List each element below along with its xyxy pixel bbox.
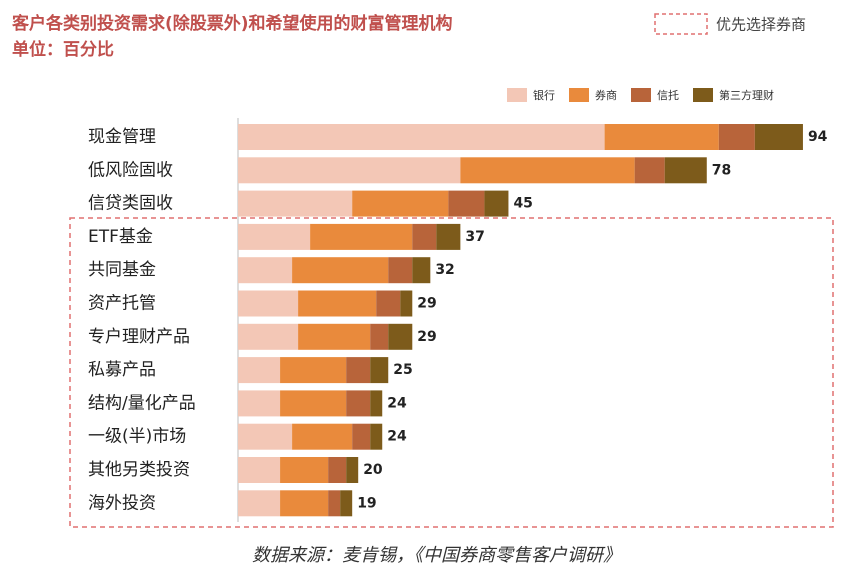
category-label: 低风险固收: [88, 160, 173, 180]
bar-segment: [292, 257, 389, 284]
bar-segment: [298, 323, 371, 350]
bar-segment: [346, 457, 359, 483]
bar-segment: [280, 490, 329, 517]
source-note: 数据来源：麦肯锡，《中国券商零售客户调研》: [252, 545, 621, 566]
bar-segment: [604, 124, 719, 150]
category-label: 私募产品: [88, 360, 156, 380]
category-label: 一级(半)市场: [88, 427, 186, 447]
bar-segment: [346, 357, 371, 384]
total-label: 37: [465, 229, 484, 245]
bar-segment: [436, 223, 461, 250]
total-label: 78: [712, 162, 731, 178]
bar-segment: [664, 157, 707, 184]
legend-label: 银行: [533, 88, 555, 102]
bar-segment: [346, 390, 371, 417]
legend-swatch: [631, 88, 651, 102]
bar-segment: [448, 190, 485, 217]
legend-swatch: [569, 88, 589, 102]
bar-segment: [238, 323, 299, 350]
bar-segment: [400, 290, 413, 317]
total-label: 24: [387, 395, 407, 411]
category-label: 其他另类投资: [88, 460, 190, 480]
total-label: 94: [808, 129, 828, 145]
category-label: 现金管理: [88, 127, 156, 147]
bar-segment: [238, 490, 281, 517]
bar-segment: [310, 223, 413, 250]
bar-segment: [634, 157, 665, 184]
bar-segment: [238, 157, 461, 184]
legend-swatch: [693, 88, 713, 102]
category-label: 海外投资: [88, 493, 156, 513]
chart-subtitle: 单位：百分比: [12, 39, 114, 60]
total-label: 29: [417, 329, 436, 345]
total-label: 19: [357, 495, 376, 511]
legend-label: 第三方理财: [719, 88, 774, 102]
bar-segment: [238, 290, 299, 317]
highlight-box: [69, 217, 834, 528]
chart-title: 客户各类别投资需求(除股票外)和希望使用的财富管理机构: [11, 13, 453, 34]
category-label: 共同基金: [88, 260, 156, 280]
bar-segment: [238, 457, 281, 483]
highlight-legend-box: [654, 13, 708, 35]
total-label: 32: [435, 262, 454, 278]
bar-segment: [370, 323, 389, 350]
legend-label: 券商: [595, 88, 617, 102]
bar-segment: [298, 290, 377, 317]
legend-swatch: [507, 88, 527, 102]
total-label: 20: [363, 462, 383, 478]
bar-segment: [340, 490, 353, 517]
category-label: 信贷类固收: [88, 194, 173, 214]
category-label: ETF基金: [88, 227, 153, 247]
bar-segment: [370, 357, 389, 384]
bar-segment: [370, 423, 383, 450]
total-label: 25: [393, 362, 412, 378]
total-label: 24: [387, 429, 407, 445]
bar-segment: [484, 190, 509, 217]
bar-segment: [280, 357, 347, 384]
total-label: 29: [417, 296, 436, 312]
highlight-legend-label: 优先选择券商: [716, 16, 806, 34]
bar-segment: [388, 257, 413, 284]
category-label: 资产托管: [88, 294, 156, 314]
bar-segment: [280, 457, 329, 483]
bar-segment: [412, 223, 437, 250]
category-label: 结构/量化产品: [88, 393, 196, 413]
bar-segment: [238, 124, 605, 150]
bar-segment: [238, 190, 353, 217]
bar-segment: [292, 423, 353, 450]
bar-segment: [388, 323, 413, 350]
bar-segment: [328, 490, 341, 517]
legend-label: 信托: [657, 88, 679, 102]
bar-segment: [352, 190, 449, 217]
bar-segment: [238, 357, 281, 384]
bar-segment: [352, 423, 371, 450]
bar-segment: [460, 157, 635, 184]
total-label: 45: [513, 196, 532, 212]
bar-segment: [238, 390, 281, 417]
bar-segment: [238, 423, 293, 450]
bar-segment: [238, 223, 311, 250]
bar-segment: [328, 457, 347, 483]
bar-segment: [754, 124, 803, 150]
bar-segment: [280, 390, 347, 417]
bar-segment: [718, 124, 755, 150]
bar-segment: [412, 257, 431, 284]
category-label: 专户理财产品: [88, 327, 190, 347]
bar-segment: [376, 290, 401, 317]
bar-segment: [238, 257, 293, 284]
bar-segment: [370, 390, 383, 417]
